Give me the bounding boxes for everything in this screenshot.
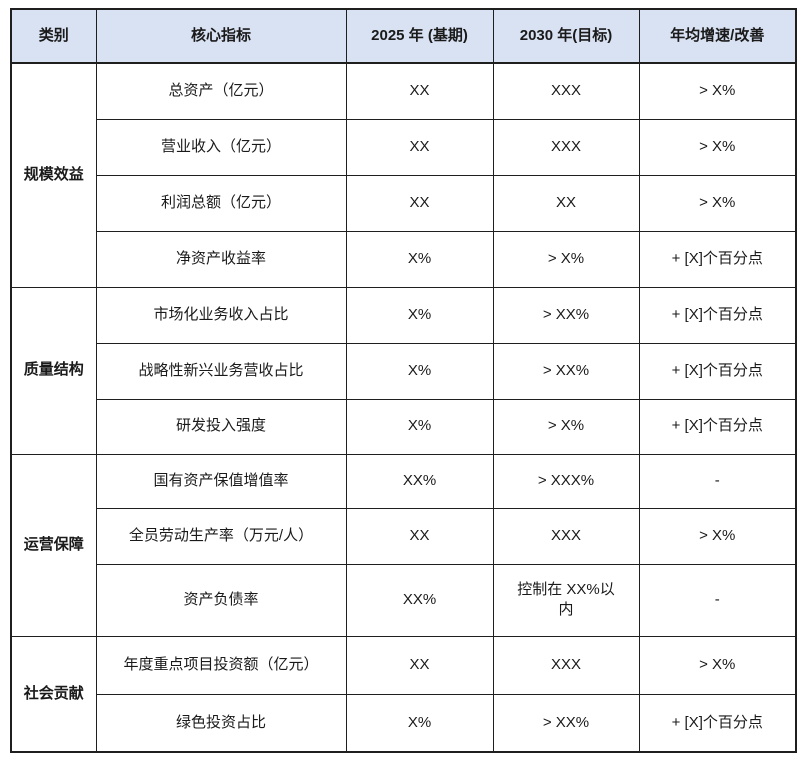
growth-value-cell: - [638, 453, 797, 509]
table-row: 全员劳动生产率（万元/人） XX XXX > X% [11, 507, 797, 565]
table-row: 利润总额（亿元） XX XX > X% [11, 174, 797, 232]
base-value-cell: X% [345, 342, 494, 400]
target-value-cell: XXX [492, 62, 640, 120]
growth-value-cell: > X% [638, 118, 797, 176]
growth-value-cell: > X% [638, 62, 797, 120]
kpi-table: 类别 核心指标 2025 年 (基期) 2030 年(目标) 年均增速/改善 规… [10, 8, 797, 753]
indicator-cell: 战略性新兴业务营收占比 [95, 342, 347, 400]
growth-value-cell: + [X]个百分点 [638, 286, 797, 344]
target-value-cell: > X% [492, 230, 640, 288]
indicator-cell: 利润总额（亿元） [95, 174, 347, 232]
target-value-cell: XXX [492, 635, 640, 695]
table-row: 质量结构 市场化业务收入占比 X% > XX% + [X]个百分点 [10, 286, 797, 455]
table-row: 营业收入（亿元） XX XXX > X% [11, 118, 797, 176]
base-value-cell: XX% [345, 453, 494, 509]
indicator-cell: 净资产收益率 [95, 230, 347, 288]
header-base-year: 2025 年 (基期) [345, 8, 494, 64]
target-value-cell: XXX [492, 507, 640, 565]
header-category: 类别 [10, 8, 97, 64]
base-value-cell: XX% [345, 563, 494, 637]
indicator-cell: 全员劳动生产率（万元/人） [95, 507, 347, 565]
growth-value-cell: - [638, 563, 797, 637]
growth-value-cell: > X% [638, 507, 797, 565]
table-row: 绿色投资占比 X% > XX% + [X]个百分点 [11, 693, 797, 753]
table-row: 规模效益 总资产（亿元） XX XXX > X% [10, 62, 797, 288]
base-value-cell: X% [345, 286, 494, 344]
growth-value-cell: + [X]个百分点 [638, 230, 797, 288]
table-row: 运营保障 国有资产保值增值率 XX% > XXX% - [10, 453, 797, 637]
growth-value-cell: > X% [638, 635, 797, 695]
indicator-cell: 资产负债率 [95, 563, 347, 637]
growth-value-cell: + [X]个百分点 [638, 398, 797, 455]
growth-value-cell: > X% [638, 174, 797, 232]
base-value-cell: XX [345, 62, 494, 120]
table-row: 研发投入强度 X% > X% + [X]个百分点 [11, 398, 797, 455]
indicator-cell: 国有资产保值增值率 [95, 453, 347, 509]
table-row: 资产负债率 XX% 控制在 XX%以内 - [11, 563, 797, 637]
target-value-cell: XX [492, 174, 640, 232]
indicator-cell: 研发投入强度 [95, 398, 347, 455]
header-row: 类别 核心指标 2025 年 (基期) 2030 年(目标) 年均增速/改善 [10, 8, 797, 64]
target-value-cell: > X% [492, 398, 640, 455]
target-value-cell: > XXX% [492, 453, 640, 509]
kpi-table-container: 类别 核心指标 2025 年 (基期) 2030 年(目标) 年均增速/改善 规… [10, 8, 797, 753]
header-target-year: 2030 年(目标) [492, 8, 640, 64]
header-indicator: 核心指标 [95, 8, 347, 64]
target-value-cell: XXX [492, 118, 640, 176]
base-value-cell: X% [345, 398, 494, 455]
target-value-cell: > XX% [492, 693, 640, 753]
growth-value-cell: + [X]个百分点 [638, 342, 797, 400]
target-value-text: 控制在 XX%以内 [517, 580, 615, 618]
header-growth: 年均增速/改善 [638, 8, 797, 64]
base-value-cell: XX [345, 174, 494, 232]
base-value-cell: X% [345, 230, 494, 288]
category-cell: 社会贡献 [10, 635, 97, 753]
category-cell: 规模效益 [10, 62, 97, 288]
indicator-cell: 营业收入（亿元） [95, 118, 347, 176]
base-value-cell: XX [345, 635, 494, 695]
table-row: 战略性新兴业务营收占比 X% > XX% + [X]个百分点 [11, 342, 797, 400]
table-row: 社会贡献 年度重点项目投资额（亿元） XX XXX > X% [10, 635, 797, 753]
target-value-cell: > XX% [492, 342, 640, 400]
base-value-cell: XX [345, 118, 494, 176]
target-value-cell: 控制在 XX%以内 [492, 563, 640, 637]
table-row: 净资产收益率 X% > X% + [X]个百分点 [11, 230, 797, 288]
target-value-cell: > XX% [492, 286, 640, 344]
indicator-cell: 年度重点项目投资额（亿元） [95, 635, 347, 695]
indicator-cell: 绿色投资占比 [95, 693, 347, 753]
indicator-cell: 市场化业务收入占比 [95, 286, 347, 344]
base-value-cell: X% [345, 693, 494, 753]
category-cell: 运营保障 [10, 453, 97, 637]
growth-value-cell: + [X]个百分点 [638, 693, 797, 753]
category-cell: 质量结构 [10, 286, 97, 455]
base-value-cell: XX [345, 507, 494, 565]
indicator-cell: 总资产（亿元） [95, 62, 347, 120]
